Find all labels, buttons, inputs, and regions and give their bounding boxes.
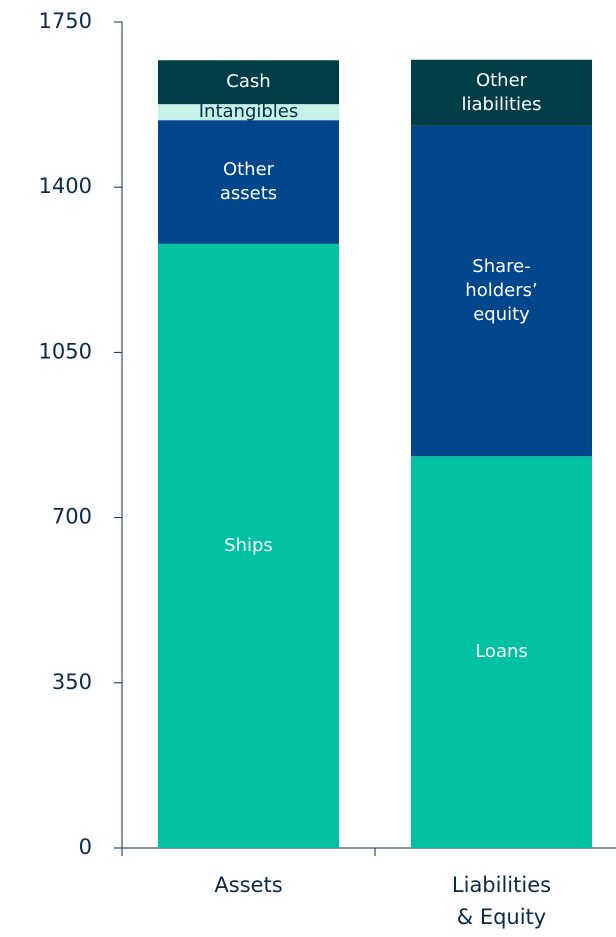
x-tick-label: Liabilities & Equity bbox=[452, 873, 551, 929]
bar-segment bbox=[158, 243, 339, 849]
segment-label: Intangibles bbox=[199, 101, 299, 122]
bar-segment bbox=[158, 120, 339, 244]
y-tick-label: 350 bbox=[52, 670, 92, 694]
bar-segment bbox=[158, 60, 339, 105]
segment-label: Ships bbox=[224, 535, 273, 556]
bar-segment bbox=[411, 125, 592, 457]
y-tick-label: 0 bbox=[79, 835, 92, 859]
bar-segment bbox=[158, 104, 339, 121]
segment-label: Loans bbox=[475, 641, 528, 662]
segment-label: Other assets bbox=[220, 159, 277, 204]
bar-segment bbox=[411, 456, 592, 848]
segment-label: Cash bbox=[226, 71, 270, 92]
x-tick-label: Assets bbox=[214, 873, 282, 897]
segment-label: Share-holders’ equity bbox=[465, 256, 537, 325]
y-tick-label: 1750 bbox=[39, 9, 92, 33]
y-tick-label: 1400 bbox=[39, 174, 92, 198]
bar-segment bbox=[411, 59, 592, 126]
segment-label: Other liabilities bbox=[462, 70, 542, 115]
y-tick-label: 700 bbox=[52, 505, 92, 529]
y-tick-label: 1050 bbox=[39, 339, 92, 363]
